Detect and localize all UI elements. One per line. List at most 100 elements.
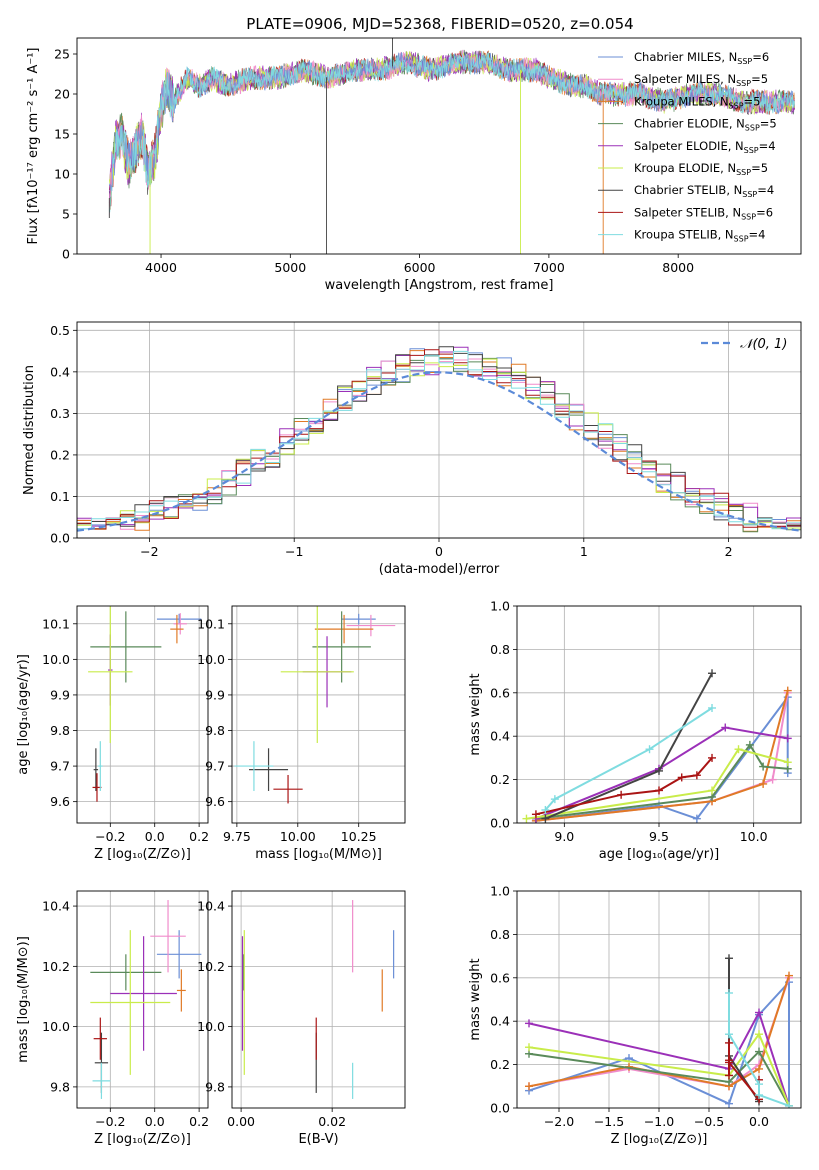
y-tick-label: 9.9 (50, 687, 70, 702)
x-tick-label: 5000 (274, 260, 306, 275)
y-tick-label: 10.0 (42, 652, 70, 667)
age-vs-mass-panel: 9.75 10.00 10.25 9.6 9.7 9.8 9.9 10.0 10.1 mass [… (197, 605, 406, 862)
x-tick-label: −0.2 (95, 829, 125, 844)
mass-vs-extinction-panel: 0.00 0.02 9.8 10.0 10.2 10.4 E(B-V) (197, 890, 406, 1147)
legend-label: Salpeter STELIB, N (634, 205, 741, 219)
y-tick-label: 1.0 (490, 884, 510, 899)
x-tick-label: 0.2 (189, 829, 209, 844)
spectrum-panel: 4000 5000 6000 7000 8000 0 5 10 15 20 25 wavelength… (26, 37, 802, 293)
legend-suffix: =4 (759, 139, 776, 153)
error-bars (234, 606, 396, 804)
x-tick-label: −1.5 (594, 1114, 624, 1129)
age-vs-metallicity-panel: −0.2 0.0 0.2 9.6 9.7 9.8 9.9 10.0 10.1 Z [log₁₀(Z… (16, 605, 209, 862)
y-tick-label: 0.4 (490, 1014, 510, 1029)
legend-label: Chabrier MILES, N (634, 50, 737, 64)
legend-label: Chabrier STELIB, N (634, 183, 742, 197)
legend-suffix: =5 (744, 94, 761, 108)
legend-sub: SSP (737, 57, 752, 66)
x-tick-label: 4000 (145, 260, 177, 275)
legend-label: Kroupa MILES, N (634, 94, 729, 108)
y-tick-label: 0.3 (50, 406, 70, 421)
y-axis-label: mass weight (468, 958, 483, 1040)
y-tick-label: 0.0 (490, 816, 510, 831)
y-tick-label: 0 (62, 247, 70, 262)
y-tick-label: 10.0 (197, 1019, 225, 1034)
x-tick-label: 0.2 (189, 1114, 209, 1129)
y-tick-label: 10.1 (197, 616, 225, 631)
legend-suffix: =4 (757, 183, 774, 197)
residual-histogram-panel: −2 −1 0 1 2 0.0 0.1 0.2 0.3 0.4 0.5 (data-model)/er… (22, 321, 802, 577)
y-tick-label: 10.1 (42, 616, 70, 631)
y-axis-label: mass weight (468, 673, 483, 755)
y-tick-label: 10.4 (42, 899, 70, 914)
legend-entry: Chabrier STELIB, NSSP=4 (634, 183, 774, 199)
x-axis-label: Z [log₁₀(Z/Z⊙)] (94, 847, 191, 862)
y-tick-label: 0.4 (490, 729, 510, 744)
legend-label: Kroupa ELODIE, N (634, 161, 736, 175)
x-tick-label: −1.0 (644, 1114, 674, 1129)
normal-curve (77, 371, 801, 532)
y-tick-label: 0.2 (490, 772, 510, 787)
x-axis-label: E(B-V) (298, 1132, 338, 1147)
x-axis-label: Z [log₁₀(Z/Z⊙)] (94, 1132, 191, 1147)
x-tick-label: 0.02 (318, 1114, 346, 1129)
y-tick-label: 0.8 (490, 642, 510, 657)
y-tick-label: 9.8 (205, 1079, 225, 1094)
legend-sub: SSP (745, 124, 760, 133)
legend-entry: Chabrier MILES, NSSP=6 (634, 50, 769, 66)
x-tick-label: 0.00 (227, 1114, 255, 1129)
plot-frame (76, 37, 802, 255)
y-tick-label: 0.6 (490, 970, 510, 985)
y-tick-label: 0.0 (490, 1101, 510, 1116)
weight-line-kroupa-elodie (526, 748, 788, 820)
legend-entry: Salpeter ELODIE, NSSP=4 (634, 139, 776, 155)
plot-frame (76, 605, 209, 824)
mass-vs-metallicity-panel: −0.2 0.0 0.2 9.8 10.0 10.2 10.4 Z [log₁₀(Z/Z⊙)]… (16, 890, 209, 1147)
figure-title: PLATE=0906, MJD=52368, FIBERID=0520, z=0… (246, 15, 633, 33)
y-tick-label: 0.4 (50, 364, 70, 379)
y-tick-label: 0.2 (50, 447, 70, 462)
x-tick-label: 10.00 (280, 829, 316, 844)
spectrum-lines (108, 38, 795, 254)
x-tick-label: 8000 (662, 260, 694, 275)
y-tick-label: 9.6 (50, 794, 70, 809)
legend-entry: Kroupa ELODIE, NSSP=5 (634, 161, 768, 177)
histograms (77, 346, 801, 533)
x-axis-label: (data-model)/error (379, 562, 500, 577)
legend-label: Salpeter ELODIE, N (634, 139, 744, 153)
legend-entry: Kroupa MILES, NSSP=5 (634, 94, 760, 110)
error-bars (88, 606, 202, 802)
histogram-kroupa-stelib (77, 350, 801, 530)
legend-sub: SSP (734, 235, 749, 244)
legend-entry: 𝒩(0, 1) (740, 337, 787, 352)
legend-entry: Salpeter STELIB, NSSP=6 (634, 205, 773, 221)
x-tick-label: 0.0 (145, 1114, 165, 1129)
y-tick-label: 0.0 (50, 531, 70, 546)
plot-frame (231, 605, 406, 824)
x-tick-label: 6000 (404, 260, 436, 275)
x-axis-label: Z [log₁₀(Z/Z⊙)] (611, 1132, 708, 1147)
plot-frame (231, 890, 406, 1109)
x-tick-label: 1 (580, 544, 588, 559)
y-axis-label: age [log₁₀(age/yr)] (16, 654, 31, 775)
weight-line-kroupa-stelib (544, 707, 713, 811)
y-tick-label: 10.0 (42, 1019, 70, 1034)
legend-suffix: =6 (756, 205, 773, 219)
x-axis-label: mass [log₁₀(M/M⊙)] (255, 847, 382, 862)
y-tick-label: 9.7 (50, 759, 70, 774)
error-bars (241, 900, 395, 1099)
x-tick-label: −1 (285, 544, 303, 559)
legend-label: Chabrier ELODIE, N (634, 117, 745, 131)
y-tick-label: 10 (54, 167, 70, 182)
weight-line-salpeter-miles (535, 692, 789, 822)
y-tick-label: 9.8 (205, 723, 225, 738)
mass-weight-vs-metallicity-panel: −2.0 −1.5 −1.0 −0.5 0.0 0.0 0.2 0.4 0.6 0.8 1.0 Z [… (468, 884, 802, 1147)
y-tick-label: 0.8 (490, 927, 510, 942)
y-tick-label: 0.5 (50, 323, 70, 338)
x-tick-label: 7000 (533, 260, 565, 275)
x-tick-label: 0 (435, 544, 443, 559)
weight-line-salpeter-elodie (528, 1009, 790, 1107)
x-tick-label: −2.0 (544, 1114, 574, 1129)
legend-label: Kroupa STELIB, N (634, 228, 734, 242)
